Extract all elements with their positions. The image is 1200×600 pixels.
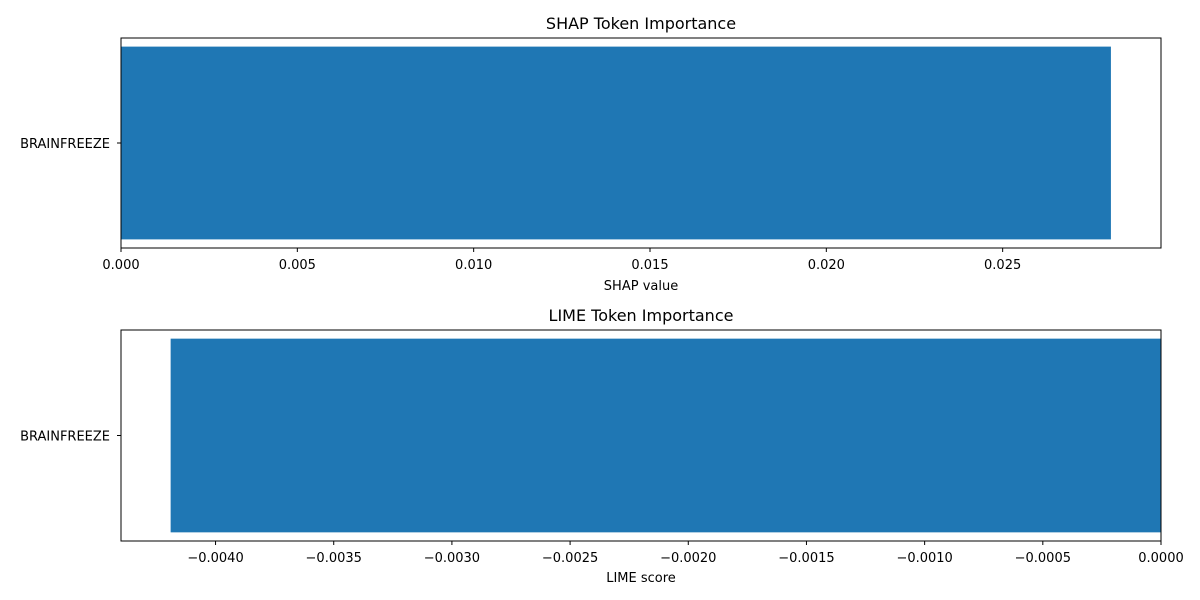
y-ticks: BRAINFREEZE	[20, 137, 121, 152]
x-tick-label: 0.025	[984, 258, 1021, 273]
x-tick-label: 0.020	[808, 258, 845, 273]
y-tick-label: BRAINFREEZE	[20, 137, 110, 152]
y-tick-label: BRAINFREEZE	[20, 430, 110, 445]
x-tick-label: −0.0035	[306, 551, 362, 566]
x-tick-label: 0.000	[102, 258, 139, 273]
bars-group	[121, 46, 1111, 240]
x-tick-label: −0.0015	[778, 551, 834, 566]
x-tick-label: 0.015	[631, 258, 668, 273]
x-tick-label: −0.0025	[542, 551, 598, 566]
lime-chart-panel: LIME Token Importance BRAINFREEZE −0.004…	[20, 306, 1184, 586]
axes-frame	[120, 329, 1162, 542]
x-tick-label: −0.0030	[424, 551, 480, 566]
chart-title: SHAP Token Importance	[546, 14, 736, 33]
axes-frame	[120, 37, 1162, 249]
x-tick-label: 0.010	[455, 258, 492, 273]
y-ticks: BRAINFREEZE	[20, 430, 121, 445]
x-ticks: −0.0040 −0.0035 −0.0030 −0.0025 −0.0020 −0.00…	[187, 541, 1184, 566]
bar	[121, 46, 1111, 240]
x-ticks: 0.000 0.005 0.010 0.015 0.020 0.025	[102, 248, 1021, 273]
x-axis-label: LIME score	[606, 571, 676, 586]
x-tick-label: 0.005	[279, 258, 316, 273]
x-axis-label: SHAP value	[604, 279, 678, 294]
x-tick-label: −0.0040	[187, 551, 243, 566]
x-tick-label: −0.0010	[896, 551, 952, 566]
chart-title: LIME Token Importance	[549, 306, 734, 325]
x-tick-label: −0.0005	[1015, 551, 1071, 566]
x-tick-label: 0.0000	[1138, 551, 1184, 566]
bars-group	[170, 338, 1162, 533]
x-tick-label: −0.0020	[660, 551, 716, 566]
bar	[170, 338, 1162, 533]
shap-chart-panel: SHAP Token Importance BRAINFREEZE 0.000 0…	[20, 14, 1162, 294]
